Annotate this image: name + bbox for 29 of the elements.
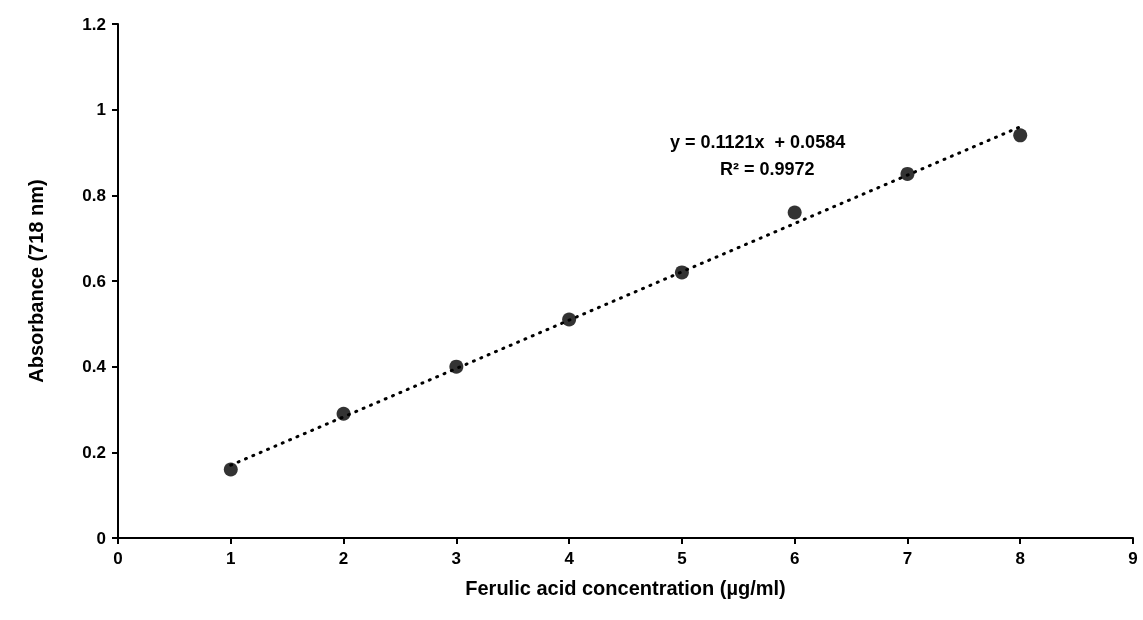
x-tick-label: 5 <box>677 549 687 568</box>
point <box>674 265 689 280</box>
point <box>900 166 915 181</box>
y-tick-label: 1.2 <box>82 14 106 34</box>
x-tick-label: 2 <box>338 549 349 568</box>
point <box>562 312 577 327</box>
y-tick-label: 0.8 <box>82 185 106 205</box>
x-tick-label: 6 <box>789 549 800 568</box>
annotation: y = 0.1121x + 0.0584 <box>670 132 846 152</box>
point <box>336 406 351 421</box>
y-tick-label: 0.2 <box>82 442 106 462</box>
x-axis-title: Ferulic acid concentration (µg/ml) <box>465 577 786 599</box>
y-tick-label: 0 <box>96 528 106 548</box>
y-axis-title: Absorbance (718 nm) <box>25 179 47 383</box>
y-tick-label: 1 <box>96 100 106 120</box>
x-tick-label: 1 <box>226 549 236 568</box>
point <box>223 462 238 477</box>
x-tick-label: 4 <box>564 549 575 568</box>
x-tick-label: 3 <box>451 549 462 568</box>
annotation: R² = 0.9972 <box>720 159 815 179</box>
x-tick-label: 9 <box>1128 549 1138 568</box>
y-tick-label: 0.4 <box>82 357 107 377</box>
x-tick-label: 7 <box>902 549 913 568</box>
point <box>449 359 464 374</box>
x-tick-label: 8 <box>1015 549 1025 568</box>
point <box>787 205 802 220</box>
x-tick-label: 0 <box>113 549 123 568</box>
y-tick-label: 0.6 <box>82 271 106 291</box>
point <box>1013 128 1028 143</box>
